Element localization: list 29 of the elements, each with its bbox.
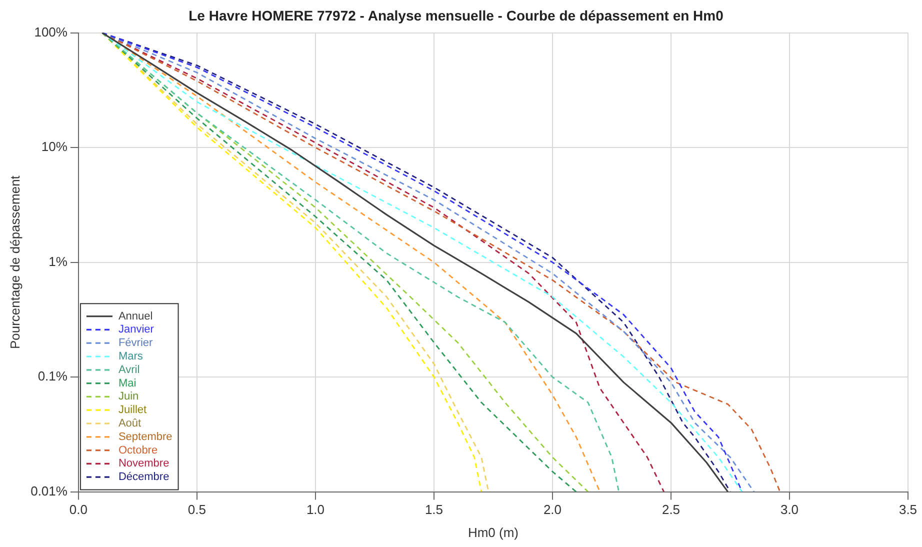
legend-label: Décembre xyxy=(118,471,170,484)
legend-label: Janvier xyxy=(118,324,154,336)
x-tick-label: 3.5 xyxy=(898,502,918,518)
x-tick-label: 3.0 xyxy=(780,502,799,518)
legend-label: Mars xyxy=(118,350,144,363)
legend-label: Juin xyxy=(118,390,139,403)
legend-label: Novembre xyxy=(118,458,170,470)
y-axis-title: Pourcentage de dépassement xyxy=(7,175,22,350)
legend-label: Juillet xyxy=(118,404,147,416)
y-tick-label: 0.01% xyxy=(30,483,68,498)
y-tick-label: 100% xyxy=(34,24,68,40)
x-tick-label: 2.5 xyxy=(662,502,680,518)
y-tick-label: 10% xyxy=(41,139,68,154)
chart-title: Le Havre HOMERE 77972 - Analyse mensuelle - Courbe de dépassement en Hm0 xyxy=(188,7,724,24)
y-tick-label: 1% xyxy=(48,254,68,269)
legend-label: Septembre xyxy=(118,430,172,443)
legend-label: Février xyxy=(118,337,154,350)
legend-label: Annuel xyxy=(118,310,153,322)
y-tick-label: 0.1% xyxy=(38,368,68,384)
x-tick-label: 0.5 xyxy=(188,502,206,518)
x-tick-label: 2.0 xyxy=(543,502,562,518)
x-tick-label: 1.0 xyxy=(306,502,325,518)
legend-label: Avril xyxy=(118,364,140,376)
legend-label: Octobre xyxy=(118,444,158,456)
legend-label: Mai xyxy=(118,377,136,390)
legend-label: Août xyxy=(118,418,142,430)
x-axis-title: Hm0 (m) xyxy=(468,524,519,540)
x-tick-label: 1.5 xyxy=(424,502,444,518)
x-tick-label: 0.0 xyxy=(69,502,88,518)
